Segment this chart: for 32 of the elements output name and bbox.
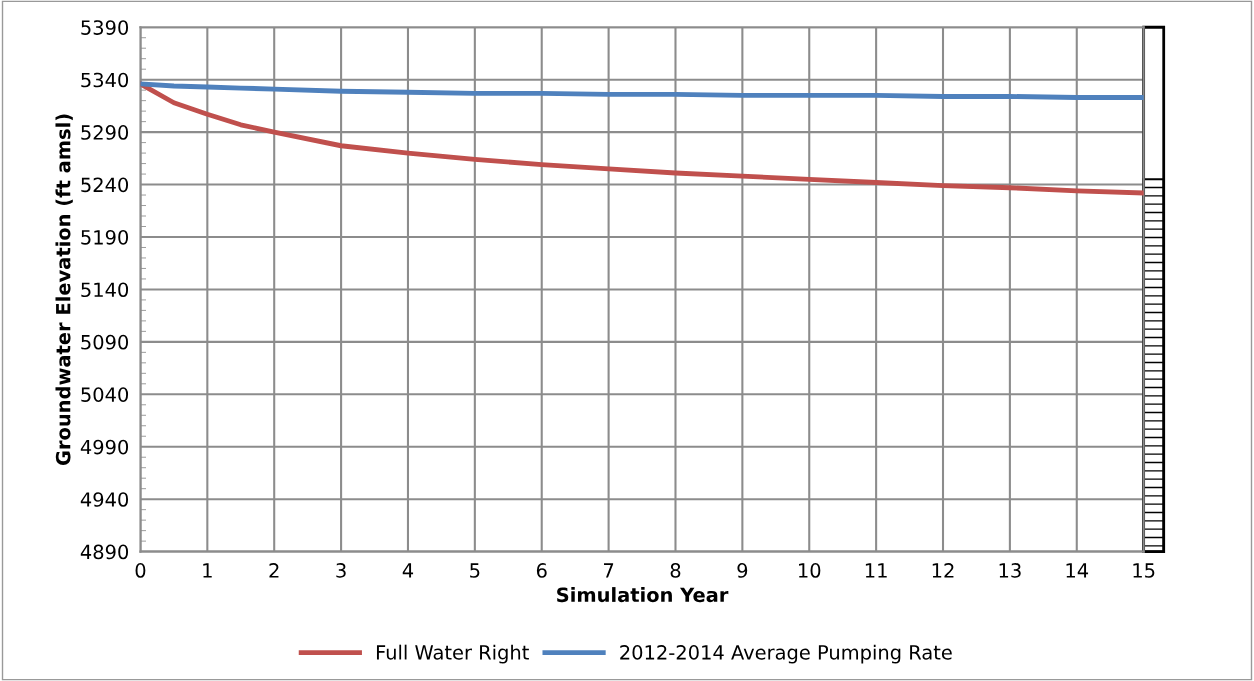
x-tick-label: 8 <box>670 563 681 578</box>
y-tick-label: 4940 <box>80 492 129 507</box>
x-tick-label: 4 <box>402 563 414 578</box>
x-tick-label: 15 <box>1133 563 1155 578</box>
y-tick-label: 5340 <box>81 72 129 88</box>
line-series <box>140 81 1144 100</box>
y-tick-label: 4890 <box>80 544 129 560</box>
legend-label: 2012-2014 Average Pumping Rate <box>620 644 952 664</box>
x-tick-label: 5 <box>470 563 480 578</box>
y-tick-label: 5090 <box>81 334 129 350</box>
x-tick-label: 0 <box>135 563 146 578</box>
y-tick-label: 5390 <box>81 20 129 35</box>
y-tick-label: 4990 <box>80 439 129 455</box>
x-tick-label: 6 <box>536 563 547 578</box>
x-tick-label: 14 <box>1066 563 1089 578</box>
x-tick-label: 11 <box>865 563 887 578</box>
x-tick-label: 7 <box>604 563 614 578</box>
y-axis-title: Groundwater Elevation (ft amsl) <box>55 114 73 466</box>
x-axis-title: Simulation Year <box>557 587 729 603</box>
x-tick-label: 3 <box>336 563 346 578</box>
y-tick-label: 5040 <box>81 387 129 402</box>
y-tick-label: 5290 <box>81 125 129 140</box>
x-tick-label: 10 <box>799 563 821 578</box>
y-tick-label: 5240 <box>81 177 129 193</box>
x-tick-label: 12 <box>932 563 954 578</box>
x-tick-label: 2 <box>269 563 279 578</box>
y-tick-label: 5140 <box>81 282 129 298</box>
x-tick-label: 1 <box>203 563 212 578</box>
y-tick-label: 5190 <box>81 229 129 245</box>
x-tick-label: 9 <box>737 563 748 578</box>
x-tick-label: 13 <box>999 563 1021 578</box>
legend-label: Full Water Right <box>376 644 529 664</box>
